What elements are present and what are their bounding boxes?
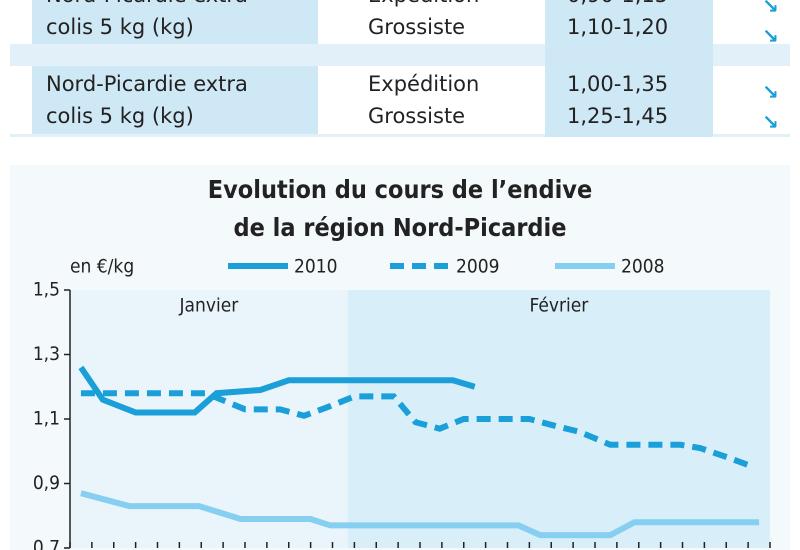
- product: colis 5 kg (kg): [46, 15, 194, 39]
- trend-arrow: ↘: [762, 24, 779, 48]
- price-col-bg: [545, 0, 713, 137]
- trend-arrow: ↘: [762, 0, 779, 18]
- y-tick-label: 0,9: [33, 472, 60, 494]
- cell-bg: [32, 66, 318, 134]
- legend-label: 2010: [294, 256, 338, 278]
- y-tick-label: 1,1: [33, 408, 60, 430]
- series-line: [80, 390, 756, 471]
- y-tick-label: 1,5: [33, 279, 60, 301]
- month-label: Janvier: [179, 295, 240, 317]
- legend-label: 2008: [621, 256, 665, 278]
- series-line: [80, 490, 760, 539]
- y-axis-label: en €/kg: [70, 256, 134, 278]
- stage: Grossiste: [368, 104, 466, 128]
- legend-label: 2009: [456, 256, 500, 278]
- stage: Expédition: [368, 0, 479, 11]
- price: 1,00-1,35: [567, 72, 669, 96]
- price: 1,25-1,45: [567, 104, 669, 128]
- product: Nord-Picardie extra: [46, 72, 248, 96]
- price: 1,10-1,20: [567, 15, 669, 39]
- trend-arrow: ↘: [762, 110, 779, 134]
- chart: Evolution du cours de l’endive de la rég…: [10, 165, 790, 550]
- stage: Expédition: [368, 72, 480, 96]
- product: Nord-Picardie extra: [46, 0, 248, 11]
- cell-bg: [32, 0, 318, 44]
- month-label: Février: [530, 295, 590, 317]
- stage: Grossiste: [368, 15, 466, 39]
- price: 0,90-1,15: [567, 0, 668, 11]
- chart-title: Evolution du cours de l’endive: [208, 175, 592, 204]
- trend-arrow: ↘: [762, 80, 779, 104]
- series-line: [78, 365, 476, 416]
- chart-title: de la région Nord-Picardie: [234, 213, 567, 242]
- y-tick-label: 1,3: [33, 343, 60, 365]
- price-table: Nord-Picardie extra colis 5 kg (kg) Expé…: [10, 0, 790, 137]
- product: colis 5 kg (kg): [46, 104, 194, 128]
- month-band: [347, 290, 770, 548]
- y-tick-label: 0,7: [33, 537, 60, 550]
